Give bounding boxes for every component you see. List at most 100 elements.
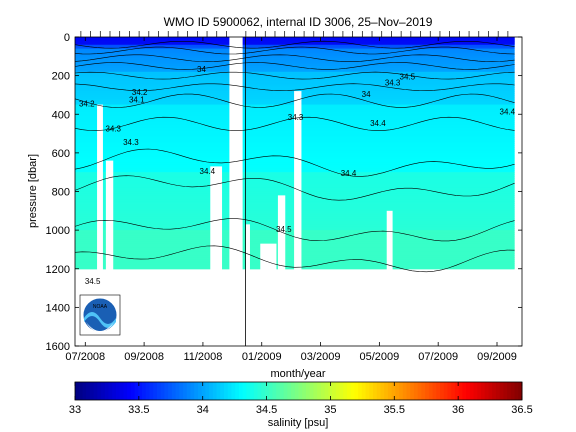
noaa-logo-text: NOAA [93, 304, 108, 310]
field-band [75, 67, 515, 71]
contour-labels: 34.234.334.334.234.134.434.534.534.334.4… [79, 65, 516, 286]
contour-lines [74, 40, 515, 273]
colorbar-segment [264, 382, 270, 400]
colorbar-segment [410, 382, 415, 400]
y-tick-label: 1600 [46, 341, 70, 353]
data-gap [229, 37, 243, 346]
colorbar-segment [283, 382, 288, 400]
colorbar-segment [346, 382, 352, 400]
contour-label: 34.3 [385, 78, 401, 87]
colorbar-segment [484, 382, 489, 400]
colorbar-segment [216, 382, 221, 400]
x-tick-label: 09/2008 [124, 351, 164, 363]
colorbar-segment [395, 382, 400, 400]
contour-label: 34 [362, 90, 371, 99]
plot-area [75, 37, 515, 346]
colorbar-segment [488, 382, 493, 400]
colorbar-segment [469, 382, 475, 400]
contour-label: 34.2 [79, 100, 95, 109]
data-gap [210, 166, 223, 346]
contour-label: 34.5 [85, 277, 101, 286]
field-band [75, 89, 515, 92]
x-tick-label: 05/2009 [359, 351, 399, 363]
field-band [75, 64, 515, 67]
colorbar-segment [171, 382, 177, 400]
surface-band [75, 37, 515, 45]
colorbar-segment [477, 382, 482, 400]
colorbar-segment [257, 382, 262, 400]
colorbar-segment [164, 382, 169, 400]
colorbar-segment [436, 382, 441, 400]
colorbar-segment [440, 382, 445, 400]
colorbar-segment [335, 382, 340, 400]
colorbar-segment [75, 382, 80, 400]
colorbar-segment [253, 382, 259, 400]
colorbar-segment [503, 382, 508, 400]
field-band [75, 79, 515, 83]
colorbar-segment [194, 382, 199, 400]
colorbar-segment [268, 382, 273, 400]
colorbar-segment [402, 382, 408, 400]
contour-line [74, 83, 515, 92]
colorbar-label: salinity [psu] [268, 417, 329, 429]
data-gap [245, 224, 250, 346]
colorbar-segment [86, 382, 91, 400]
colorbar-segment [365, 382, 370, 400]
contour-label: 34.5 [400, 72, 416, 81]
colorbar-segment [313, 382, 318, 400]
colorbar-segment [205, 382, 210, 400]
colorbar-segment [201, 382, 206, 400]
x-axis-label: month/year [270, 368, 325, 380]
colorbar-segment [97, 382, 102, 400]
colorbar-segment [320, 382, 326, 400]
colorbar-segment [317, 382, 322, 400]
colorbar-segment [354, 382, 359, 400]
colorbar-segment [153, 382, 158, 400]
colorbar-segment [302, 382, 307, 400]
colorbar-segment [481, 382, 486, 400]
colorbar-segment [149, 382, 154, 400]
colorbar-segment [156, 382, 162, 400]
colorbar-segment [458, 382, 463, 400]
y-tick-label: 1400 [46, 302, 70, 314]
colorbar-segment [160, 382, 165, 400]
y-tick-label: 1200 [46, 264, 70, 276]
contour-line [74, 148, 515, 177]
colorbar [75, 382, 523, 400]
colorbar-segment [514, 382, 519, 400]
chart-title: WMO ID 5900062, internal ID 3006, 25–Nov… [164, 15, 433, 29]
colorbar-frame [74, 381, 523, 401]
contour-line [74, 46, 515, 55]
colorbar-segment [108, 382, 113, 400]
colorbar-segment [119, 382, 124, 400]
contour-line [74, 218, 515, 242]
colorbar-segment [104, 382, 110, 400]
contour-label: 34.5 [276, 225, 292, 234]
colorbar-segment [305, 382, 311, 400]
field-band [75, 65, 515, 69]
colorbar-segment [413, 382, 419, 400]
colorbar-segment [220, 382, 225, 400]
colorbar-segment [78, 382, 83, 400]
colorbar-segment [250, 382, 255, 400]
colorbar-segment [112, 382, 117, 400]
colorbar-segment [425, 382, 430, 400]
colorbar-segment [209, 382, 214, 400]
colorbar-tick-label: 36.5 [511, 404, 532, 416]
colorbar-segment [186, 382, 191, 400]
x-tick-label: 09/2009 [477, 351, 517, 363]
colorbar-segment [421, 382, 426, 400]
contour-label: 34.2 [132, 88, 148, 97]
colorbar-segment [115, 382, 121, 400]
colorbar-segment [276, 382, 281, 400]
y-tick-label: 0 [64, 32, 70, 44]
colorbar-segment [387, 382, 393, 400]
x-axis-ticks: 07/2008 09/2008 11/2008 01/2009 03/2009 05/20… [65, 37, 517, 363]
y-axis-ticks: 0 200 400 600 800 1000 1200 1400 1600 [46, 32, 522, 353]
x-tick-label: 01/2009 [242, 351, 282, 363]
contour-line [74, 54, 515, 63]
colorbar-segment [462, 382, 467, 400]
colorbar-segment [190, 382, 195, 400]
colorbar-segment [272, 382, 277, 400]
